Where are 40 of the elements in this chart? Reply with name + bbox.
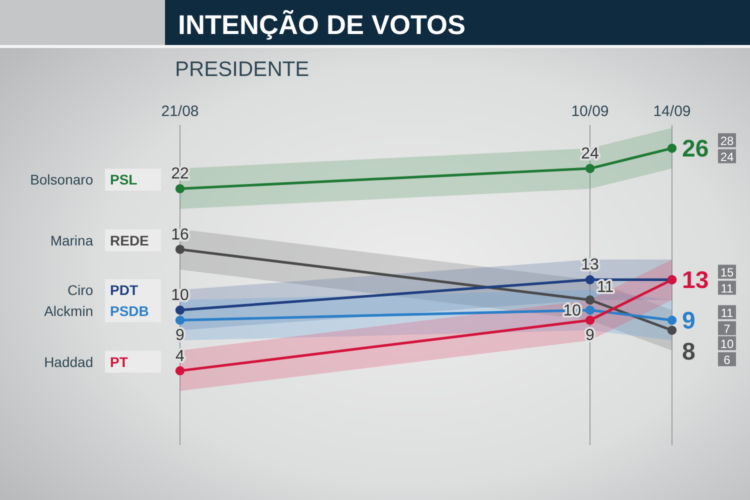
- point: [667, 316, 677, 325]
- data-label: 13: [581, 256, 599, 274]
- data-label: 9: [176, 327, 185, 344]
- point: [667, 326, 677, 335]
- point: [585, 316, 595, 325]
- point: [585, 164, 595, 174]
- text: 11: [720, 306, 734, 320]
- data-label: 9: [682, 308, 696, 335]
- data-label: 13: [682, 267, 709, 294]
- point: [175, 184, 185, 194]
- x-tick-label: 10/09: [571, 103, 609, 120]
- data-label: 4: [176, 348, 185, 365]
- text: Haddad PT: [44, 354, 128, 370]
- text: Bolsonaro PSL: [30, 172, 138, 188]
- data-label: 26: [682, 136, 709, 163]
- x-tick-label: 21/08: [161, 103, 199, 120]
- data-label: 16: [171, 226, 189, 244]
- point: [585, 275, 595, 284]
- text: Marina REDE: [50, 232, 149, 248]
- data-label: 24: [581, 145, 599, 162]
- data-label: 9: [586, 327, 595, 344]
- text: 7: [724, 322, 731, 336]
- x-tick-label: 14/09: [653, 103, 691, 120]
- text: Ciro PDT: [67, 282, 138, 298]
- point: [585, 295, 595, 305]
- point: [175, 244, 185, 254]
- chart-title: INTENÇÃO DE VOTOS: [178, 9, 466, 40]
- point: [585, 305, 595, 315]
- text: 6: [724, 353, 731, 368]
- point: [175, 305, 185, 315]
- point: [175, 366, 185, 376]
- data-label: 10: [171, 287, 189, 304]
- point: [175, 316, 185, 325]
- data-label: 11: [597, 278, 614, 296]
- point: [667, 144, 677, 153]
- data-label: 8: [682, 338, 696, 366]
- chart-subtitle: PRESIDENTE: [175, 58, 310, 81]
- text: Alckmin PSDB: [44, 303, 149, 320]
- data-label: 22: [171, 166, 189, 183]
- text: 11: [720, 282, 734, 296]
